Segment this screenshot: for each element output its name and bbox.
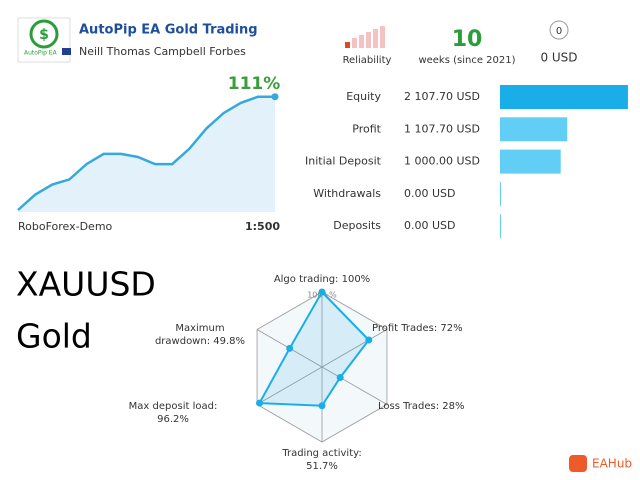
watermark-icon [569, 455, 587, 472]
growth-end [271, 93, 279, 101]
author: Neill Thomas Campbell Forbes [79, 45, 246, 58]
symbol-name: Gold [16, 317, 92, 356]
reliability-icon [345, 26, 385, 48]
row-label: Initial Deposit [305, 155, 382, 168]
radar-point [256, 399, 264, 407]
leverage: 1:500 [245, 220, 280, 233]
reliability-bar [366, 32, 371, 48]
reliability-bar [373, 29, 378, 48]
reliability-bar [380, 26, 385, 48]
radar-point [318, 402, 326, 410]
radar-axis-label: Maximum drawdown: 49.8% [154, 323, 246, 347]
radar-axis-label: Loss Trades: 28% [378, 401, 465, 412]
row-label: Profit [352, 122, 381, 135]
bar [500, 149, 561, 174]
row-label: Withdrawals [313, 187, 381, 200]
radar-axis-label: Algo trading: 100% [273, 274, 371, 285]
bar [500, 181, 501, 206]
reliability-bar [352, 38, 357, 48]
subscribers-icon [549, 20, 569, 40]
row-value: 0.00 USD [404, 187, 456, 200]
logo-symbol: $ [39, 27, 49, 43]
broker: RoboForex-Demo [18, 220, 113, 233]
logo-icon [29, 19, 59, 49]
row-value: 2 107.70 USD [404, 90, 480, 103]
row-label: Deposits [333, 219, 381, 232]
growth-area [18, 96, 275, 212]
radar-spoke [256, 366, 323, 405]
row-value: 1 000.00 USD [404, 155, 480, 168]
reliability-label: Reliability [343, 55, 392, 66]
logo-frame [17, 17, 71, 63]
radar-spoke [321, 366, 388, 405]
radar-axis-label: Profit Trades: 72% [372, 323, 463, 334]
title: AutoPip EA Gold Trading [79, 23, 258, 38]
radar-point [336, 374, 344, 381]
growth-line [17, 95, 275, 211]
growth-label: 111% [228, 74, 281, 94]
weeks: 10 [452, 27, 483, 52]
flag [62, 48, 71, 55]
radar-point [365, 336, 373, 344]
bar [500, 117, 568, 142]
row-value: 0.00 USD [404, 219, 456, 232]
ticker: XAUUSD [16, 265, 156, 304]
bar [500, 214, 501, 239]
radar-point [318, 288, 326, 296]
row-value: 1 107.70 USD [404, 122, 480, 135]
radar-axis-label: Max deposit load: 96.2% [128, 401, 218, 425]
radar-spoke [321, 329, 388, 368]
radar-axis-label: Trading activity: 51.7% [282, 448, 362, 472]
weeks-label: weeks (since 2021) [418, 55, 515, 66]
reliability-bar [345, 42, 350, 48]
logo-text: AutoPip EA [24, 50, 58, 57]
radar-point [286, 344, 294, 352]
reliability-bar [359, 35, 364, 48]
price: 0 USD [540, 51, 577, 65]
watermark: EAHub [592, 457, 632, 471]
row-label: Equity [346, 90, 381, 103]
bar [500, 85, 628, 109]
subscribers: 0 [556, 26, 562, 37]
